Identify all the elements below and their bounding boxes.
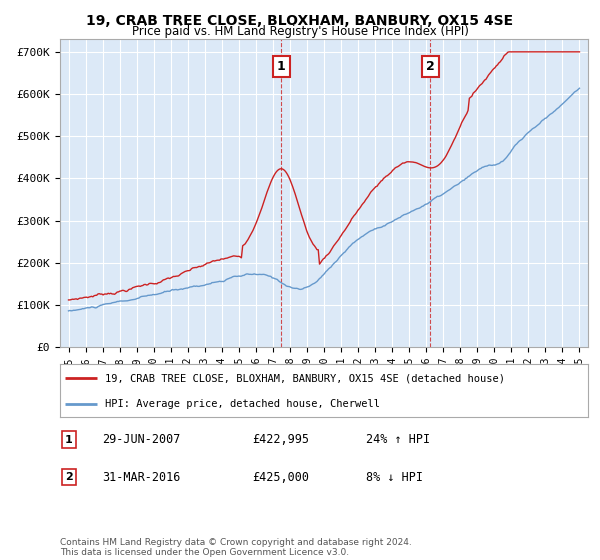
Text: Contains HM Land Registry data © Crown copyright and database right 2024.
This d: Contains HM Land Registry data © Crown c…: [60, 538, 412, 557]
Text: £425,000: £425,000: [252, 470, 309, 484]
Text: 19, CRAB TREE CLOSE, BLOXHAM, BANBURY, OX15 4SE (detached house): 19, CRAB TREE CLOSE, BLOXHAM, BANBURY, O…: [105, 374, 505, 384]
Text: 31-MAR-2016: 31-MAR-2016: [102, 470, 181, 484]
Text: 2: 2: [65, 472, 73, 482]
Text: £422,995: £422,995: [252, 433, 309, 446]
Text: 1: 1: [277, 60, 286, 73]
Text: HPI: Average price, detached house, Cherwell: HPI: Average price, detached house, Cher…: [105, 399, 380, 409]
Text: 19, CRAB TREE CLOSE, BLOXHAM, BANBURY, OX15 4SE: 19, CRAB TREE CLOSE, BLOXHAM, BANBURY, O…: [86, 14, 514, 28]
Text: 8% ↓ HPI: 8% ↓ HPI: [366, 470, 423, 484]
Text: Price paid vs. HM Land Registry's House Price Index (HPI): Price paid vs. HM Land Registry's House …: [131, 25, 469, 38]
Text: 2: 2: [426, 60, 435, 73]
Text: 1: 1: [65, 435, 73, 445]
Text: 24% ↑ HPI: 24% ↑ HPI: [366, 433, 430, 446]
Text: 29-JUN-2007: 29-JUN-2007: [102, 433, 181, 446]
